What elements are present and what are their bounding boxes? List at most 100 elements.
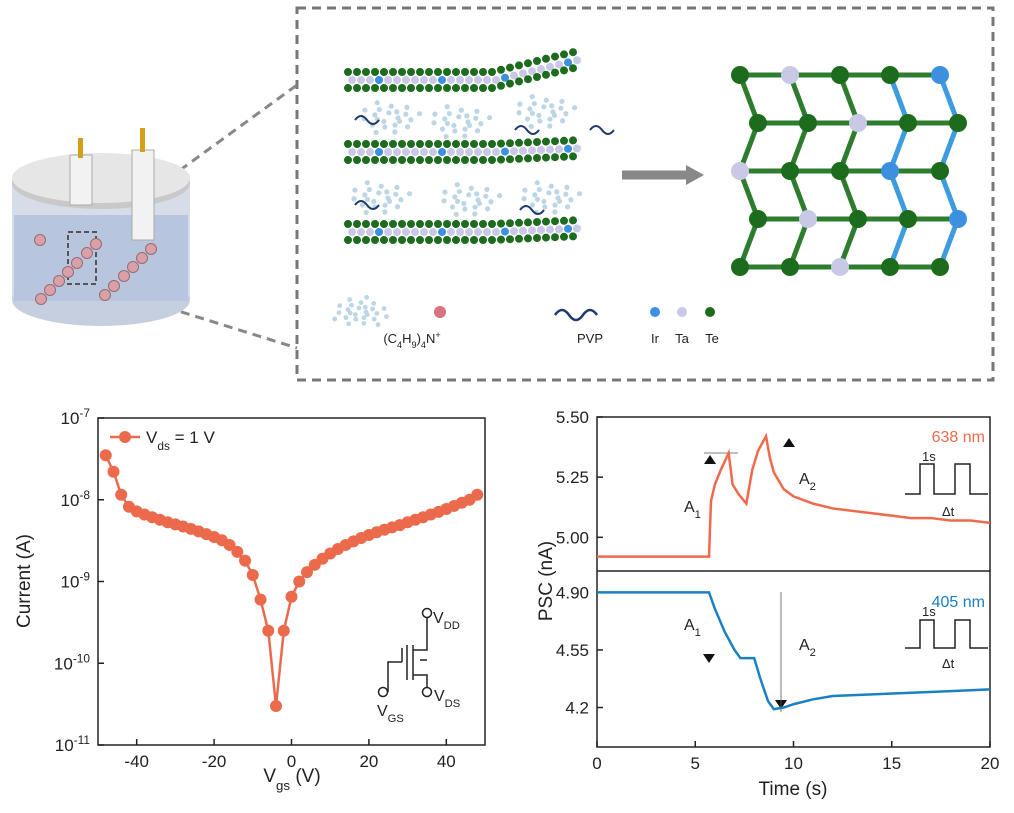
particle [90, 238, 102, 250]
circuit [377, 607, 433, 698]
legend-pvp [553, 308, 599, 322]
atom [931, 258, 949, 276]
annotation: 1s [922, 449, 936, 464]
particle [99, 289, 111, 301]
cluster-atom [396, 118, 403, 124]
atom [470, 84, 478, 92]
atom [533, 138, 541, 146]
atom [546, 225, 554, 234]
data-point [231, 545, 244, 558]
cluster-atom [456, 188, 462, 195]
cluster-atom [452, 194, 458, 200]
atom [429, 76, 437, 84]
atom [357, 76, 365, 84]
cluster-atom [352, 312, 358, 318]
cluster-atom [372, 112, 378, 118]
cluster-atom [343, 315, 349, 321]
atom [949, 210, 967, 228]
cluster-atom [388, 103, 394, 109]
atom [542, 54, 550, 63]
legend-label: (C4H9)4N+ [383, 330, 440, 350]
atom [425, 84, 433, 92]
cluster-atom [444, 104, 450, 110]
cluster-atom [568, 197, 574, 203]
cluster-atom [529, 202, 536, 208]
particle [34, 234, 46, 246]
atom [560, 50, 568, 59]
atom [380, 68, 388, 76]
particle [44, 284, 56, 296]
atom [384, 76, 392, 84]
atom [456, 148, 464, 156]
atom [348, 148, 356, 156]
atom [479, 140, 487, 148]
atom [461, 236, 469, 244]
y-tick-label: 4.2 [565, 699, 589, 718]
cluster-atom [563, 111, 569, 117]
wire [78, 138, 83, 158]
cluster-atom [524, 116, 531, 122]
cluster-atom [392, 129, 398, 135]
pvp [514, 125, 540, 135]
particle [108, 280, 120, 292]
atom [560, 136, 568, 145]
atom [569, 152, 577, 161]
atom [497, 65, 505, 74]
atom [344, 236, 352, 244]
atom [533, 73, 541, 81]
cluster-atom [461, 200, 467, 207]
atom [389, 84, 397, 92]
cluster-atom [441, 198, 447, 204]
cluster-atom [392, 122, 398, 128]
atom [393, 148, 401, 156]
cluster-atom [353, 316, 359, 322]
atom [542, 217, 550, 226]
cluster-atom [522, 187, 528, 193]
atom [564, 58, 572, 67]
annotation: VDS [434, 688, 460, 710]
atom [461, 84, 469, 92]
atom [533, 234, 541, 242]
atom [398, 68, 406, 76]
pvp [519, 205, 545, 215]
data-point [277, 624, 290, 637]
series-line [597, 432, 991, 558]
atom [362, 140, 370, 148]
x-axis-label: Time (s) [759, 779, 828, 800]
legend-cation [434, 306, 446, 318]
atom [371, 156, 379, 164]
atom [416, 236, 424, 244]
cluster-atom [549, 103, 555, 109]
atom [438, 148, 446, 156]
atom [407, 156, 415, 164]
atom [434, 68, 442, 76]
atom [528, 67, 536, 76]
cluster-atom [559, 98, 565, 104]
cluster-atom [472, 211, 478, 217]
cluster-atom [443, 133, 449, 140]
atom [420, 148, 428, 156]
atom [488, 84, 496, 92]
atom [447, 148, 455, 156]
atom [573, 224, 581, 233]
x-tick-label: -40 [124, 752, 149, 771]
atom [380, 140, 388, 148]
atom [492, 148, 500, 156]
annotation: A2 [799, 471, 816, 493]
atom [425, 220, 433, 228]
cluster-atom [521, 196, 527, 202]
atom [781, 162, 799, 180]
atom [537, 226, 545, 234]
atom [470, 140, 478, 148]
atom [474, 148, 482, 156]
cluster-atom [486, 115, 493, 121]
atom [799, 210, 817, 228]
atom [849, 114, 867, 132]
cluster-atom [552, 209, 558, 215]
atom [551, 137, 559, 146]
atom [380, 156, 388, 164]
atom [407, 140, 415, 148]
data-point [293, 575, 306, 588]
data-point [246, 569, 259, 582]
cluster-atom [362, 107, 368, 113]
